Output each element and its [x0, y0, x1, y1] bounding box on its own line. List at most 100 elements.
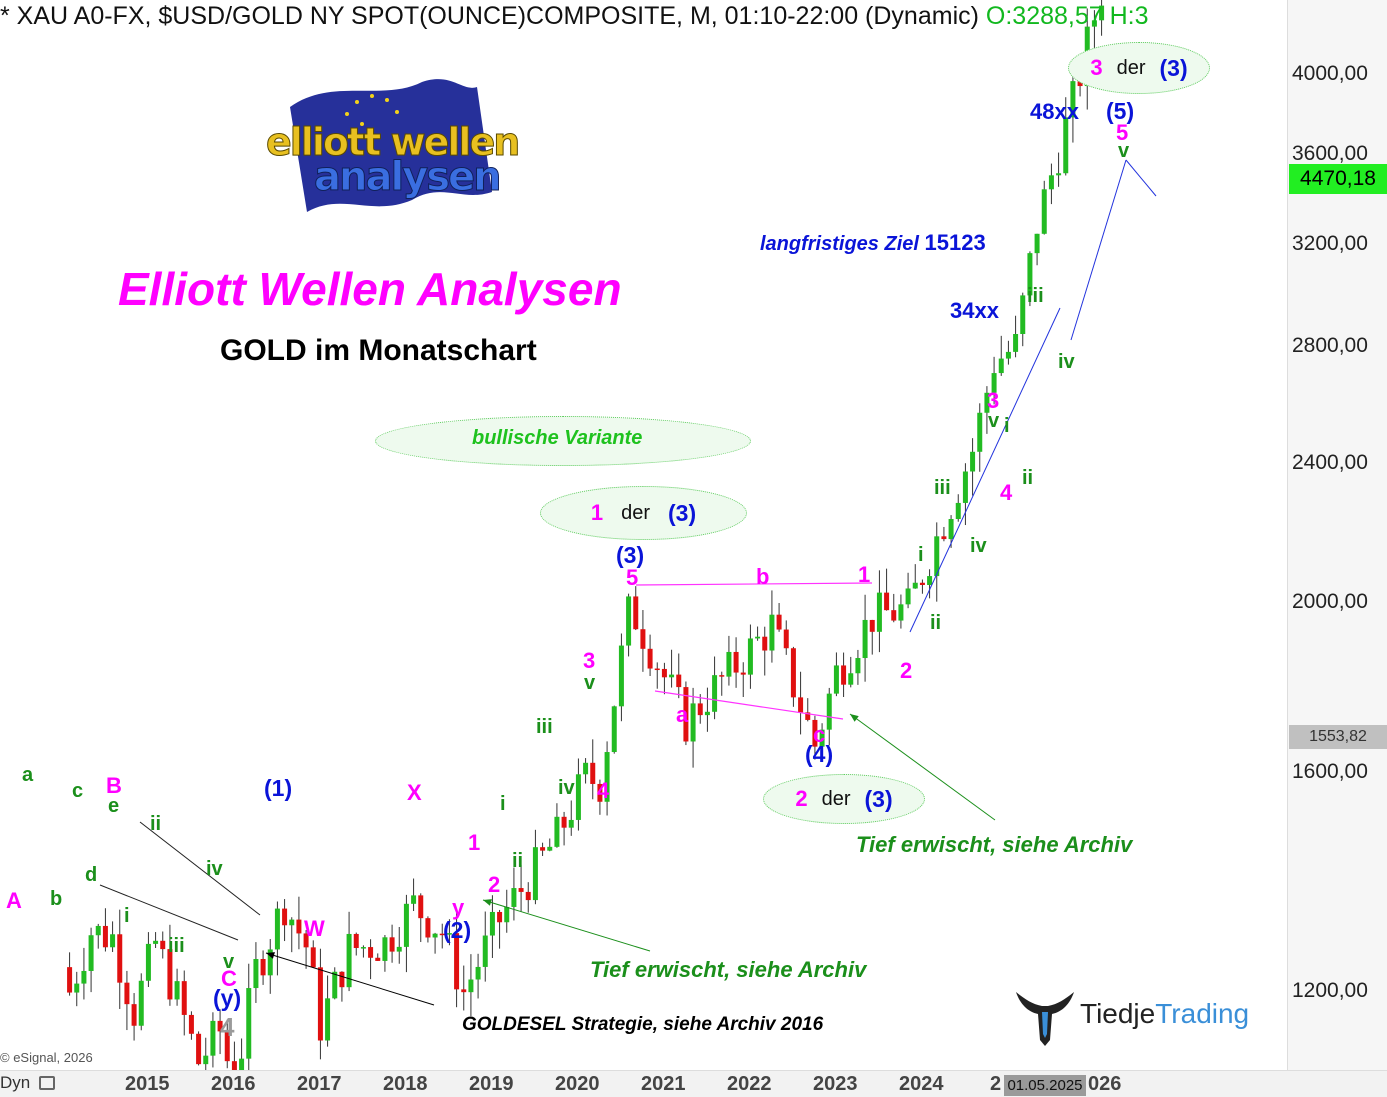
marker-price-tag: 1553,82 [1289, 725, 1387, 749]
x-tick-label: 2016 [211, 1073, 256, 1095]
candle-body [927, 576, 933, 586]
candle-body [339, 971, 345, 988]
candle-body [554, 816, 560, 847]
copyright: © eSignal, 2026 [0, 1050, 93, 1065]
wave-bubble: 2 der (3) [763, 774, 925, 824]
wave-label: d [85, 864, 98, 886]
candle-body [1005, 351, 1011, 359]
candle-body [604, 752, 610, 802]
trend-line [849, 713, 996, 821]
candle-body [253, 958, 259, 989]
brand-text: TiedjeTrading [1080, 998, 1249, 1030]
candle-body [203, 1055, 209, 1065]
wave-label: (y) [213, 985, 242, 1011]
candle-body [805, 712, 811, 720]
candle-body [948, 519, 954, 540]
wave-label: (4) [805, 741, 834, 767]
candle-body [977, 412, 983, 452]
candle-body [819, 729, 825, 747]
candle-body [905, 588, 911, 605]
candle-body [217, 1020, 223, 1032]
symbol-line: * XAU A0-FX, $USD/GOLD NY SPOT(OUNCE)COM… [0, 2, 979, 30]
wave-label: ii [930, 612, 942, 634]
wave-label: v [1118, 140, 1130, 162]
wave-label: i [500, 793, 506, 815]
x-axis-panel [0, 1070, 1387, 1097]
candle-body [317, 967, 323, 1041]
wave-label: iii [536, 716, 553, 738]
candle-body [153, 940, 159, 944]
candle-body [876, 592, 882, 632]
wave-label: iii [1027, 285, 1044, 307]
y-tick-label: 4000,00 [1292, 62, 1368, 85]
candle-body [568, 819, 574, 828]
wave-label: C [221, 966, 237, 991]
candle-body [1020, 295, 1026, 335]
wave-label: iv [970, 535, 987, 557]
tief-label-2: Tief erwischt, siehe Archiv [590, 957, 867, 982]
candle-body [583, 762, 589, 775]
wave-label: 3 [583, 648, 596, 673]
candle-body [260, 958, 266, 976]
long-target: langfristiges Ziel 15123 [760, 230, 986, 256]
candle-body [898, 604, 904, 621]
candle-body [110, 934, 116, 948]
trend-line [139, 821, 261, 916]
wave-label: e [108, 795, 120, 817]
candle-body [1027, 253, 1033, 296]
candle-body [575, 774, 581, 820]
current-price-tag: 4470,18 [1289, 164, 1387, 194]
bubble-degree: (3) [864, 785, 893, 812]
candle-body [425, 918, 431, 938]
bullish-label: bullische Variante [472, 427, 643, 449]
candle-body [547, 846, 553, 851]
candle-body [919, 582, 925, 586]
candle-body [826, 693, 832, 730]
candle-body [647, 648, 653, 669]
candle-body [332, 971, 338, 999]
candle-body [776, 614, 782, 630]
candle-body [762, 636, 768, 651]
bubble-degree: (3) [668, 499, 697, 526]
x-tick-label: 2 [990, 1073, 1002, 1095]
elliott-logo: elliott wellen analysen [262, 72, 530, 217]
candle-body [210, 1020, 216, 1056]
candle-body [511, 888, 517, 907]
x-tick-label: 2020 [555, 1073, 600, 1095]
candle-body [174, 981, 180, 1000]
candle-body [282, 908, 288, 926]
brand-trading: Trading [1155, 998, 1250, 1029]
tief-label-1: Tief erwischt, siehe Archiv [856, 832, 1133, 857]
candle-body [160, 940, 166, 950]
logo-line1: elliott wellen [265, 120, 520, 165]
wave-label: X [407, 780, 422, 805]
candle-body [497, 911, 503, 923]
candle-body [618, 645, 624, 707]
candle-body [640, 629, 646, 649]
trend-line [909, 307, 1061, 633]
candle-body [934, 536, 940, 577]
chart-header: * XAU A0-FX, $USD/GOLD NY SPOT(OUNCE)COM… [0, 0, 1149, 32]
wave-bubble: 3 der (3) [1068, 42, 1210, 94]
candle-body [991, 373, 997, 393]
candle-body [755, 636, 761, 639]
candle-body [224, 1031, 230, 1062]
wave-label: 2 [900, 658, 913, 683]
x-tick-label: 2022 [727, 1073, 772, 1095]
x-tick-label: 2021 [641, 1073, 686, 1095]
cursor-date: 01.05.2025 [1004, 1075, 1086, 1096]
wave-label: ii [150, 813, 162, 835]
candle-body [540, 847, 546, 851]
wave-label: 5 [1116, 120, 1129, 145]
x-tick-label: 026 [1088, 1073, 1122, 1095]
candle-body [389, 937, 395, 952]
candle-body [740, 672, 746, 675]
candle-body [396, 946, 402, 952]
x-tick-label: 2019 [469, 1073, 514, 1095]
long-target-value: 15123 [924, 230, 986, 255]
wave-label: c [72, 780, 84, 802]
y-tick-label: 3200,00 [1292, 231, 1368, 255]
candle-body [669, 674, 675, 678]
